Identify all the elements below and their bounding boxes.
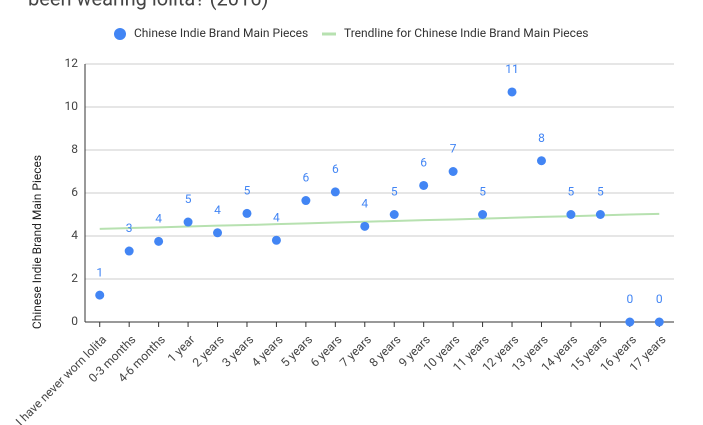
point [625,317,635,327]
point [183,217,193,227]
chart-title: been wearing lolita? (2016) [28,0,268,10]
point [154,236,164,246]
x-tick-label: 8 years [366,332,403,369]
point [389,210,399,219]
y-tick-label: 12 [65,56,79,70]
data-label: 7 [450,142,457,156]
point [124,246,134,256]
y-tick-label: 6 [71,185,78,199]
point [566,210,576,219]
y-tick-label: 10 [65,99,79,113]
y-tick-label: 0 [71,314,78,328]
y-tick-label: 8 [71,142,78,156]
data-label: 6 [303,171,310,185]
data-label: 6 [332,162,339,176]
data-label: 5 [568,185,575,199]
point [213,228,223,238]
point [360,221,370,231]
data-label: 6 [420,156,427,170]
data-label: 5 [244,184,251,198]
point [419,180,429,190]
data-label: 11 [505,62,519,76]
x-tick-label: 3 years [219,332,256,369]
y-tick-label: 2 [71,271,78,285]
data-label: 0 [656,292,663,306]
legend-label: Chinese Indie Brand Main Pieces [134,26,308,40]
point [595,210,605,219]
point [654,317,664,327]
point [271,235,281,245]
point [507,87,517,97]
x-tick-label: 7 years [337,332,374,369]
trendline [99,212,660,230]
data-label: 3 [126,221,133,235]
data-label: 4 [361,196,368,210]
data-label: 5 [391,185,398,199]
point [448,167,458,176]
x-tick-label: 4 years [249,332,286,369]
y-axis-label: Chinese Indie Brand Main Pieces [30,155,44,329]
data-label: 5 [479,185,486,199]
point [301,196,311,206]
point [330,187,340,197]
data-label: 0 [626,292,633,306]
x-tick-label: 6 years [308,332,345,369]
legend-marker [114,28,126,40]
data-label: 4 [214,203,221,217]
data-label: 4 [273,210,280,224]
point [478,210,488,219]
data-label: 4 [155,212,162,226]
x-tick-label: 5 years [278,332,315,369]
y-tick-label: 4 [71,228,78,242]
legend-label: Trendline for Chinese Indie Brand Main P… [344,26,589,40]
data-label: 8 [538,131,545,145]
data-label: 1 [96,265,103,279]
point [536,156,546,166]
data-label: 5 [185,192,192,206]
data-label: 5 [597,185,604,199]
point [95,290,105,300]
x-tick-label: 2 years [190,332,227,369]
point [242,208,252,218]
